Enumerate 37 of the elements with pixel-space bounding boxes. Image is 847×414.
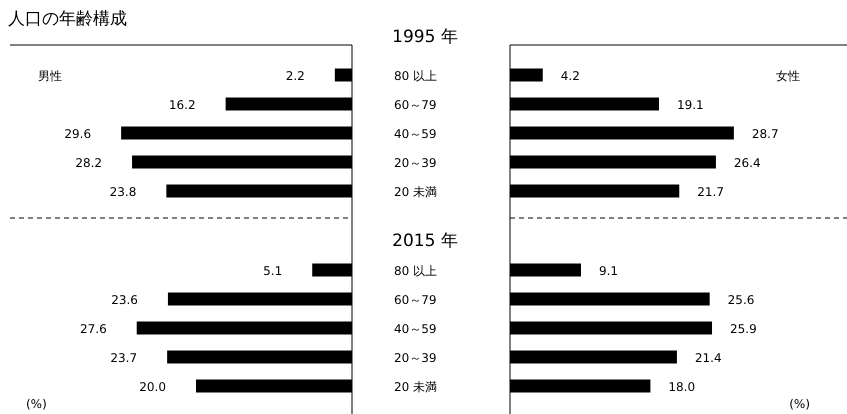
data-label: 21.4: [694, 351, 722, 365]
data-label: 5.1: [263, 264, 282, 278]
y-tick-label: 20 未満: [394, 185, 438, 199]
chart-subtitle: 1995 年: [392, 27, 458, 47]
data-label: 4.2: [560, 69, 580, 83]
data-label: 23.6: [111, 293, 138, 307]
y-tick-label: 20 未満: [394, 380, 438, 394]
chart-title: 人口の年齢構成: [8, 9, 127, 29]
data-label: 9.1: [598, 264, 618, 278]
data-label: 16.2: [168, 98, 196, 112]
data-label: 28.7: [752, 127, 779, 141]
data-label: 18.0: [668, 380, 696, 394]
chart-subtitle: 2015 年: [392, 231, 458, 251]
text: (%): [789, 397, 810, 411]
text: 男性: [38, 69, 62, 83]
data-label: 23.7: [110, 351, 138, 365]
text: 女性: [776, 69, 800, 83]
y-tick-label: 60～79: [394, 98, 437, 112]
y-tick-label: 80 以上: [394, 69, 438, 83]
y-tick-label: 40～59: [394, 127, 437, 141]
data-label: 21.7: [697, 185, 724, 199]
data-label: 28.2: [75, 156, 102, 170]
data-label: 2.2: [286, 69, 305, 83]
data-label: 25.9: [730, 322, 757, 336]
y-tick-label: 20～39: [394, 156, 437, 170]
data-label: 25.6: [728, 293, 754, 307]
data-label: 20.0: [139, 380, 166, 394]
data-label: 23.8: [110, 185, 136, 199]
data-label: 19.1: [676, 98, 704, 112]
y-tick-label: 80 以上: [394, 264, 438, 278]
text: (%): [26, 397, 47, 411]
y-tick-label: 40～59: [394, 322, 437, 336]
data-label: 27.6: [80, 322, 107, 336]
data-label: 29.6: [64, 127, 92, 141]
y-tick-label: 20～39: [394, 351, 437, 365]
data-label: 26.4: [734, 156, 761, 170]
y-tick-label: 60～79: [394, 293, 437, 307]
